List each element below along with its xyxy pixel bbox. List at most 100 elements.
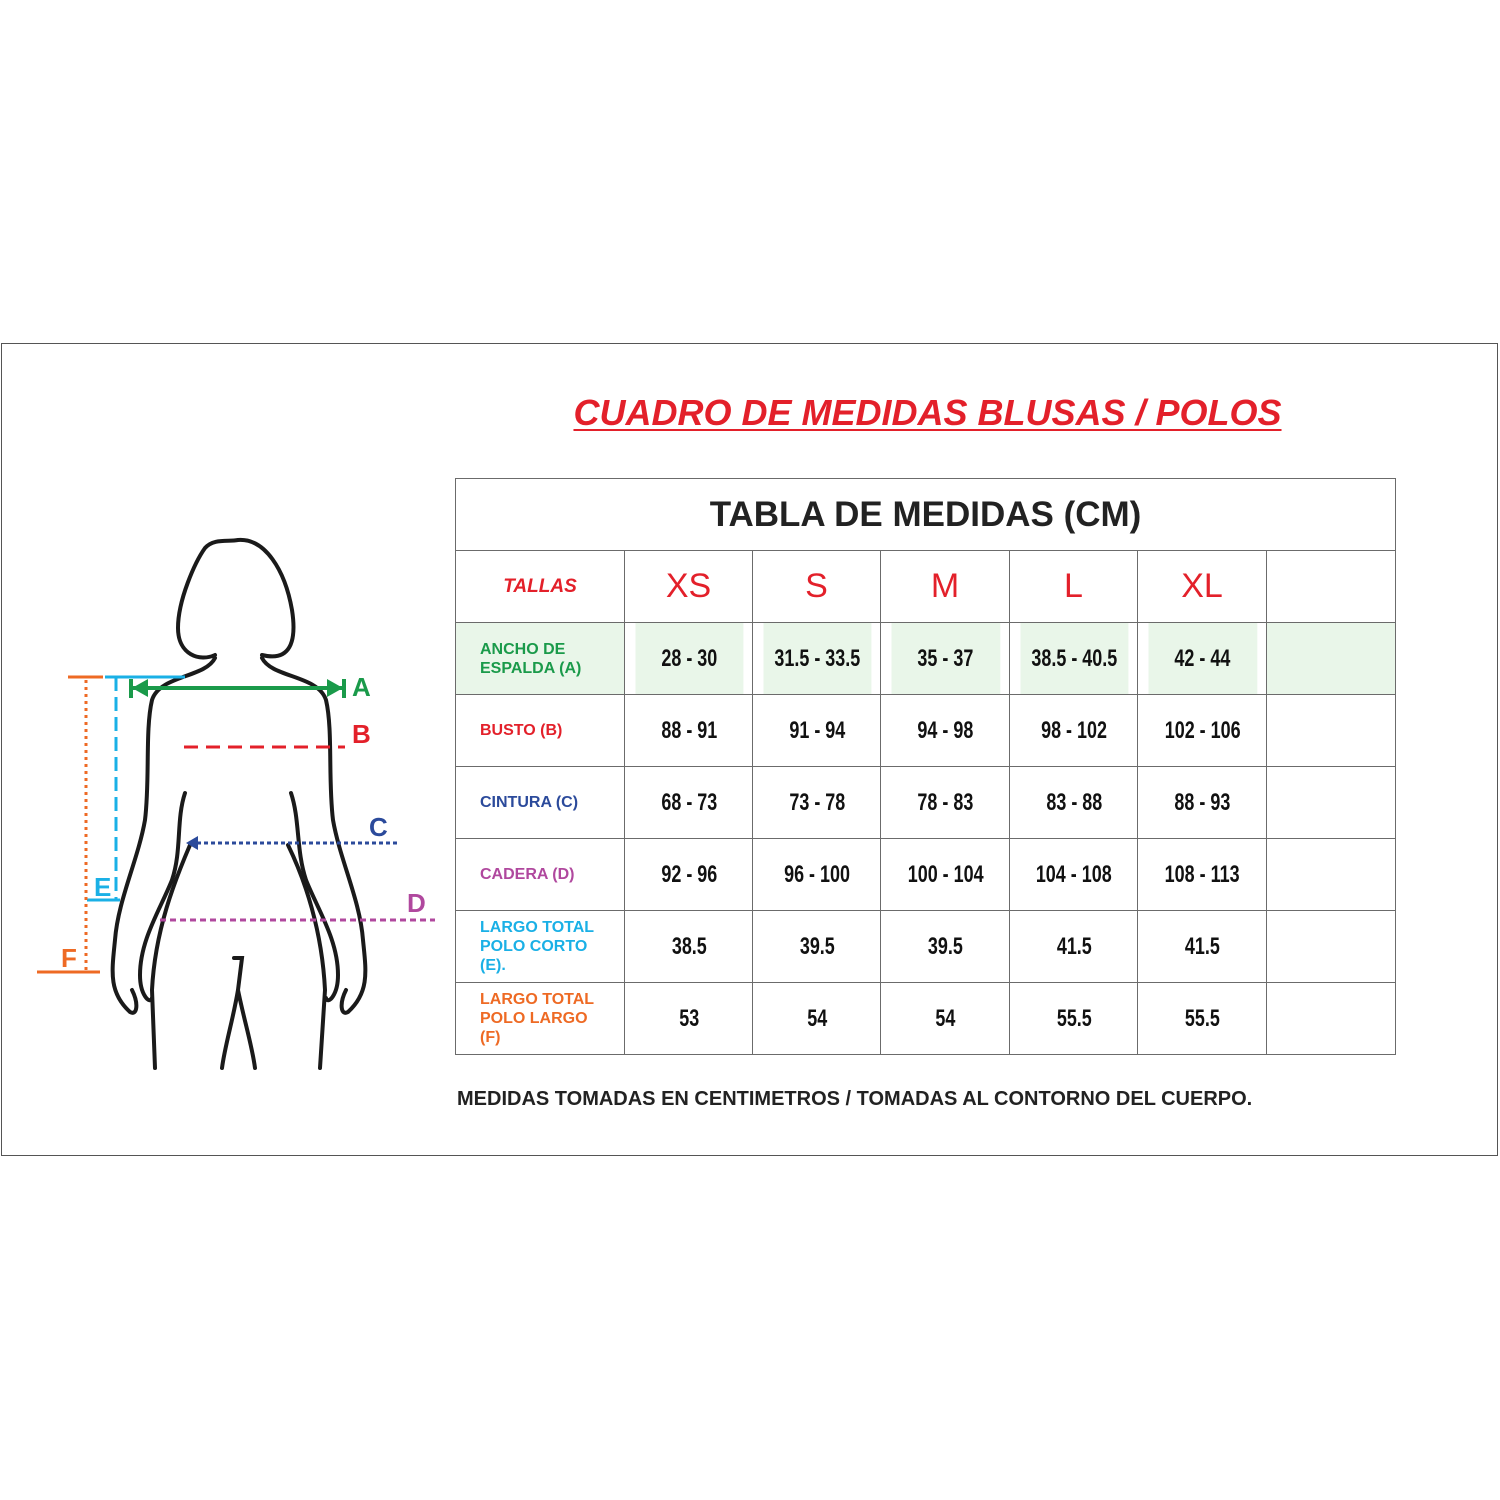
value-cell: 88 - 91: [660, 716, 717, 744]
value-cell: 55.5: [1056, 1004, 1091, 1032]
label-e: E: [94, 872, 111, 902]
table-cell: 53: [633, 982, 744, 1055]
row-label: LARGO TOTAL POLO CORTO (E).: [455, 910, 625, 983]
page-title: CUADRO DE MEDIDAS BLUSAS / POLOS: [573, 392, 1282, 433]
row-label-line: (F): [480, 1029, 501, 1046]
value-cell: 41.5: [1056, 932, 1091, 960]
footnote: MEDIDAS TOMADAS EN CENTIMETROS / TOMADAS…: [457, 1088, 1253, 1110]
row-label: CADERA (D): [455, 838, 625, 911]
table-row-short-length: LARGO TOTAL POLO CORTO (E). 38.5 39.5 39.5 41.…: [455, 910, 1397, 983]
label-f: F: [61, 943, 77, 973]
table-cell: 92 - 96: [633, 838, 744, 911]
table-cell: 42 - 44: [1146, 622, 1258, 695]
row-label-line: POLO LARGO: [480, 1010, 588, 1027]
table-cell: 83 - 88: [1018, 766, 1129, 839]
table-cell: 88 - 91: [633, 694, 744, 767]
size-s: S: [752, 550, 881, 623]
empty-cell: [1265, 910, 1397, 983]
table-cell: 102 - 106: [1146, 694, 1258, 767]
size-m: M: [880, 550, 1010, 623]
row-label-line: POLO CORTO: [480, 938, 588, 955]
table-cell: 98 - 102: [1018, 694, 1129, 767]
empty-cell: [1265, 982, 1397, 1055]
value-cell: 73 - 78: [788, 788, 845, 816]
row-label: LARGO TOTAL POLO LARGO (F): [455, 982, 625, 1055]
size-table: TABLA DE MEDIDAS (CM) TALLAS XS S M L XL…: [454, 478, 1397, 1055]
value-cell: 54: [806, 1004, 827, 1032]
value-cell: 92 - 96: [660, 860, 717, 888]
value-cell: 54: [935, 1004, 955, 1032]
sizes-row: TALLAS XS S M L XL: [455, 550, 1397, 623]
measure-a-shoulder: [129, 679, 346, 698]
table-cell: 108 - 113: [1146, 838, 1258, 911]
table-row-long-length: LARGO TOTAL POLO LARGO (F) 53 54 54 55.5 55.5: [455, 982, 1397, 1055]
empty-cell: [1265, 550, 1397, 623]
label-d: D: [407, 888, 426, 918]
row-label-line: (E).: [480, 957, 506, 974]
empty-cell: [1265, 838, 1397, 911]
label-c: C: [369, 812, 388, 842]
value-cell: 98 - 102: [1040, 716, 1107, 744]
empty-cell: [1265, 622, 1397, 695]
row-label-line: ESPALDA (A): [480, 659, 582, 677]
table-row-bust: BUSTO (B) 88 - 91 91 - 94 94 - 98 98 - 102 10…: [455, 694, 1397, 767]
value-cell: 83 - 88: [1045, 788, 1102, 816]
value-cell: 68 - 73: [660, 788, 717, 816]
table-cell: 91 - 94: [761, 694, 872, 767]
table-cell: 38.5: [633, 910, 744, 983]
table-cell: 94 - 98: [889, 694, 1001, 767]
value-cell: 55.5: [1184, 1004, 1220, 1032]
value-cell: 100 - 104: [907, 860, 983, 888]
value-cell: 38.5: [671, 932, 706, 960]
value-cell: 28 - 30: [660, 644, 717, 672]
body-outline: [110, 537, 368, 1070]
table-cell: 54: [889, 982, 1001, 1055]
table-cell: 35 - 37: [889, 622, 1001, 695]
value-cell: 78 - 83: [917, 788, 973, 816]
value-cell: 31.5 - 33.5: [773, 644, 860, 672]
table-row-shoulder-width: ANCHO DE ESPALDA (A) 28 - 30 31.5 - 33.5 35 …: [455, 622, 1397, 695]
row-label: ANCHO DE ESPALDA (A): [455, 622, 625, 695]
empty-cell: [1265, 694, 1397, 767]
row-label-line: BUSTO (B): [480, 722, 563, 739]
value-cell: 42 - 44: [1174, 644, 1230, 672]
measure-c-waist: [186, 836, 397, 850]
value-cell: 39.5: [799, 932, 834, 960]
value-cell: 41.5: [1184, 932, 1220, 960]
value-cell: 102 - 106: [1164, 716, 1240, 744]
value-cell: 96 - 100: [783, 860, 850, 888]
value-cell: 88 - 93: [1174, 788, 1230, 816]
value-cell: 39.5: [927, 932, 963, 960]
size-xs: XS: [624, 550, 753, 623]
table-row-hip: CADERA (D) 92 - 96 96 - 100 100 - 104 104 - …: [455, 838, 1397, 911]
table-cell: 39.5: [761, 910, 872, 983]
value-cell: 104 - 108: [1035, 860, 1112, 888]
table-cell: 104 - 108: [1018, 838, 1129, 911]
table-cell: 41.5: [1018, 910, 1129, 983]
value-cell: 108 - 113: [1164, 860, 1240, 888]
table-cell: 88 - 93: [1146, 766, 1258, 839]
table-cell: 28 - 30: [633, 622, 744, 695]
table-cell: 100 - 104: [889, 838, 1001, 911]
table-cell: 54: [761, 982, 872, 1055]
empty-cell: [1265, 766, 1397, 839]
value-cell: 91 - 94: [788, 716, 845, 744]
table-cell: 73 - 78: [761, 766, 872, 839]
row-label: BUSTO (B): [455, 694, 625, 767]
body-measurement-figure: A B C D E F: [37, 537, 435, 1070]
table-cell: 68 - 73: [633, 766, 744, 839]
value-cell: 38.5 - 40.5: [1030, 644, 1117, 672]
row-label: CINTURA (C): [455, 766, 625, 839]
size-l: L: [1009, 550, 1138, 623]
row-label-line: LARGO TOTAL: [480, 991, 595, 1008]
label-b: B: [352, 719, 371, 749]
label-a: A: [352, 672, 371, 702]
table-cell: 31.5 - 33.5: [761, 622, 872, 695]
sizes-label: TALLAS: [455, 550, 625, 623]
row-label-line: ANCHO DE: [480, 640, 566, 658]
measure-f-long-length: [37, 675, 103, 974]
table-cell: 55.5: [1146, 982, 1258, 1055]
value-cell: 94 - 98: [917, 716, 973, 744]
value-cell: 53: [678, 1004, 699, 1032]
chart-frame: [1, 343, 1498, 1156]
